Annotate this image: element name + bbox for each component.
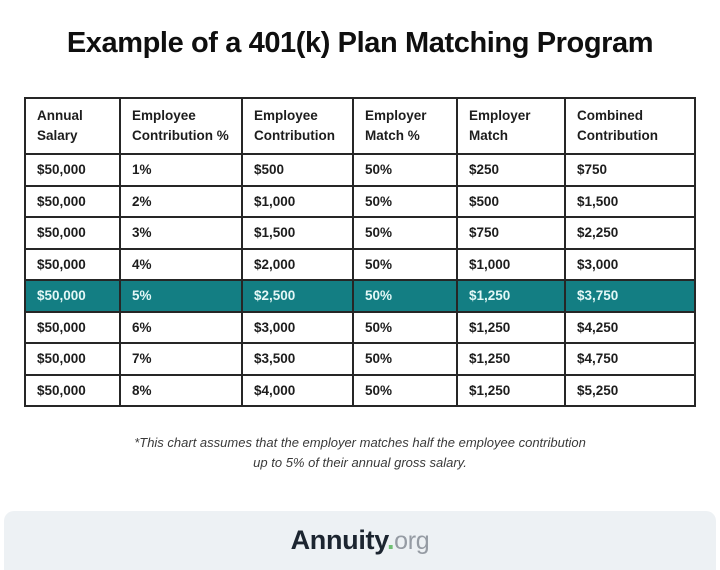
table-cell: 50%: [352, 342, 458, 376]
logo-dot: .: [386, 525, 395, 555]
table-row: $50,000 3% $1,500 50% $750 $2,250: [24, 216, 696, 250]
table-cell: $4,250: [564, 310, 696, 344]
logo-brand-text: Annuity: [290, 525, 388, 555]
table-cell: 5%: [119, 279, 243, 313]
table-cell: 6%: [119, 310, 243, 344]
table-cell: $3,750: [564, 279, 696, 313]
table-cell: $50,000: [24, 342, 121, 376]
column-header: Employer Match: [456, 97, 566, 155]
table-cell: $1,500: [564, 184, 696, 218]
column-header: Annual Salary: [24, 97, 121, 155]
column-header: Employee Contribution: [241, 97, 354, 155]
table-row: $50,000 6% $3,000 50% $1,250 $4,250: [24, 310, 696, 344]
table-cell: $50,000: [24, 373, 121, 407]
table-cell: $500: [456, 184, 566, 218]
table-cell: 1%: [119, 153, 243, 187]
table-cell: $4,000: [241, 373, 354, 407]
table-cell: 50%: [352, 373, 458, 407]
table-cell: $50,000: [24, 310, 121, 344]
table-cell: $50,000: [24, 247, 121, 281]
matching-program-table: Annual Salary Employee Contribution % Empl…: [24, 97, 696, 407]
table-cell: 50%: [352, 216, 458, 250]
table-cell: 50%: [352, 247, 458, 281]
column-header: Combined Contribution: [564, 97, 696, 155]
table-cell: $1,250: [456, 342, 566, 376]
table-cell: $50,000: [24, 279, 121, 313]
table-row-highlighted: $50,000 5% $2,500 50% $1,250 $3,750: [24, 279, 696, 313]
table-row: $50,000 7% $3,500 50% $1,250 $4,750: [24, 342, 696, 376]
table-cell: $1,250: [456, 373, 566, 407]
footnote: *This chart assumes that the employer ma…: [0, 433, 720, 473]
table-cell: $50,000: [24, 184, 121, 218]
table-cell: 3%: [119, 216, 243, 250]
column-header: Employer Match %: [352, 97, 458, 155]
table-body: $50,000 1% $500 50% $250 $750 $50,000 2% $1,000 5…: [24, 153, 696, 407]
table-cell: $750: [456, 216, 566, 250]
table-row: $50,000 2% $1,000 50% $500 $1,500: [24, 184, 696, 218]
table-row: $50,000 1% $500 50% $250 $750: [24, 153, 696, 187]
table-cell: $1,000: [456, 247, 566, 281]
table-cell: $5,250: [564, 373, 696, 407]
page-title: Example of a 401(k) Plan Matching Progra…: [66, 27, 654, 59]
footnote-line-1: *This chart assumes that the employer ma…: [134, 435, 586, 450]
table-cell: $250: [456, 153, 566, 187]
table-cell: 7%: [119, 342, 243, 376]
table-cell: 4%: [119, 247, 243, 281]
table-cell: $50,000: [24, 153, 121, 187]
table-cell: $50,000: [24, 216, 121, 250]
table-header-row: Annual Salary Employee Contribution % Empl…: [24, 97, 696, 155]
table-cell: $2,500: [241, 279, 354, 313]
logo-suffix-text: org: [394, 527, 430, 555]
table-cell: $1,500: [241, 216, 354, 250]
table-cell: $3,000: [241, 310, 354, 344]
annuity-logo: Annuity.org: [291, 525, 430, 556]
table-cell: $3,500: [241, 342, 354, 376]
table-cell: $500: [241, 153, 354, 187]
table-cell: 50%: [352, 279, 458, 313]
footer-band: Annuity.org: [4, 511, 716, 570]
table-cell: $2,250: [564, 216, 696, 250]
table-cell: $4,750: [564, 342, 696, 376]
table-cell: 50%: [352, 184, 458, 218]
table-cell: 50%: [352, 310, 458, 344]
table-cell: $1,000: [241, 184, 354, 218]
column-header: Employee Contribution %: [119, 97, 243, 155]
table-row: $50,000 4% $2,000 50% $1,000 $3,000: [24, 247, 696, 281]
table-cell: 50%: [352, 153, 458, 187]
table-cell: 2%: [119, 184, 243, 218]
table-cell: $750: [564, 153, 696, 187]
table-cell: $1,250: [456, 279, 566, 313]
footnote-line-2: up to 5% of their annual gross salary.: [253, 455, 467, 470]
table-row: $50,000 8% $4,000 50% $1,250 $5,250: [24, 373, 696, 407]
table-cell: $2,000: [241, 247, 354, 281]
table-cell: $3,000: [564, 247, 696, 281]
table-cell: $1,250: [456, 310, 566, 344]
table-cell: 8%: [119, 373, 243, 407]
